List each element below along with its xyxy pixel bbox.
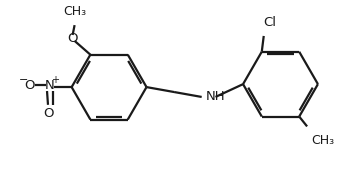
Text: O: O bbox=[68, 32, 78, 45]
Text: NH: NH bbox=[206, 91, 225, 103]
Text: O: O bbox=[24, 79, 35, 92]
Text: O: O bbox=[44, 107, 54, 120]
Text: N: N bbox=[45, 79, 55, 92]
Text: +: + bbox=[51, 75, 59, 85]
Text: CH₃: CH₃ bbox=[311, 134, 334, 147]
Text: CH₃: CH₃ bbox=[63, 5, 86, 18]
Text: −: − bbox=[19, 75, 28, 85]
Text: Cl: Cl bbox=[263, 16, 276, 29]
